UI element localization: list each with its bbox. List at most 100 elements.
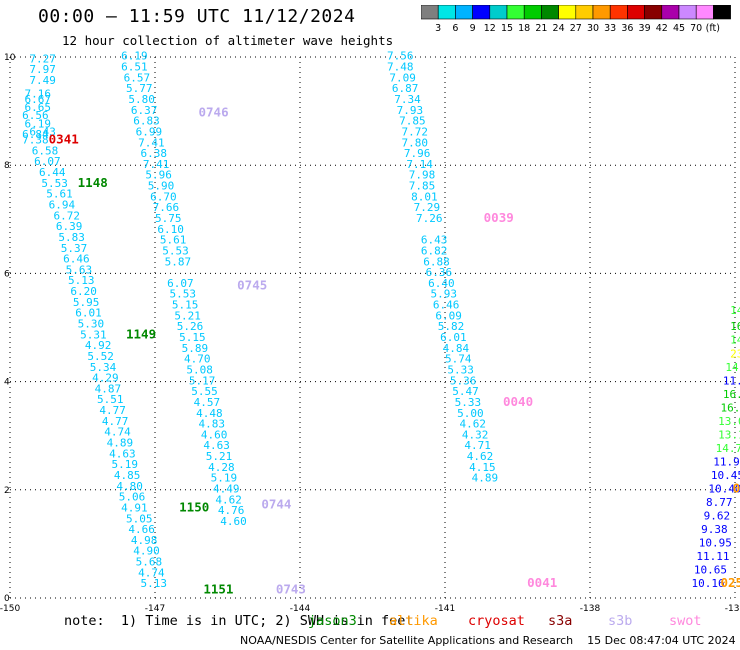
wave-height-point: 4.74: [104, 426, 131, 439]
wave-height-point: 6.07: [167, 277, 194, 290]
wave-height-point: 5.63: [66, 263, 93, 276]
x-tick-label: -150: [0, 604, 20, 614]
wave-height-point: 6.56: [22, 109, 49, 122]
wave-height-point: 5.61: [46, 188, 73, 201]
wave-height-point: 7.41: [138, 136, 165, 149]
wave-height-point: 16.1: [723, 388, 740, 401]
wave-height-point: 7.96: [404, 147, 431, 160]
x-tick-label: -147: [145, 604, 165, 614]
wave-height-point: 6.46: [433, 299, 460, 312]
wave-height-point: 7.97: [29, 63, 56, 76]
pass-time-label: 1150: [179, 499, 209, 514]
wave-height-point: 6.09: [435, 309, 462, 322]
wave-height-point: 7.29: [414, 201, 441, 214]
wave-height-point: 5.52: [87, 350, 114, 363]
wave-height-point: 6.19: [25, 117, 52, 130]
colorbar-label: 12: [484, 23, 496, 34]
wave-height-point: 5.53: [170, 288, 197, 301]
wave-height-point: 16: [730, 320, 740, 333]
wave-height-point: 5.13: [68, 274, 95, 287]
pass-time-label: 0341: [49, 132, 79, 147]
wave-height-point: 6.46: [63, 253, 90, 266]
wave-height-point: 5.19: [112, 458, 139, 471]
wave-height-point: 5.17: [189, 374, 216, 387]
colorbar-label: 18: [518, 23, 530, 34]
wave-height-point: 7.14: [406, 158, 433, 171]
wave-height-point: 4.63: [203, 439, 230, 452]
wave-height-point: 5.83: [58, 231, 84, 244]
wave-height-point: 6.19: [121, 50, 147, 63]
wave-height-point: 6.87: [392, 82, 419, 95]
wave-height-point: 10.40: [708, 483, 740, 496]
wave-height-point: 7.85: [399, 115, 426, 128]
wave-height-point: 6.20: [70, 285, 97, 298]
pass-time-label: 1149: [126, 326, 156, 341]
wave-height-point: 5.90: [148, 180, 175, 193]
color-scale-legend: 3 6 9 12 15 18 21 24 27 30 33 36 39 42 45 70 (ft): [421, 5, 731, 34]
wave-height-point: 7.38: [22, 134, 49, 147]
wave-height-point: 7.49: [29, 74, 56, 87]
wave-height-point: 8.77: [706, 496, 733, 509]
wave-height-point: 6.70: [150, 190, 177, 203]
wave-height-point: 11.97: [713, 455, 740, 468]
wave-height-point: 7.09: [389, 71, 416, 84]
wave-height-point: 5.37: [61, 242, 88, 255]
wave-height-point: 4.87: [95, 382, 122, 395]
y-tick-label: 0: [4, 594, 10, 604]
wave-height-point: 7.26: [416, 212, 443, 225]
satellite-legend-swot: swot: [669, 613, 702, 629]
wave-height-point: 11.5: [723, 374, 740, 387]
wave-height-point: 4.77: [99, 404, 126, 417]
wave-height-point: 5.96: [145, 169, 172, 182]
satellite-legend-jason3: jason3: [308, 613, 357, 629]
wave-height-point: 4.76: [218, 504, 245, 517]
wave-height-point: 14: [730, 334, 740, 347]
wave-height-point: 4.85: [114, 469, 140, 482]
wave-height-point: 5.15: [172, 299, 199, 312]
pass-time-label: 0: [733, 481, 740, 496]
wave-height-point: 6.72: [54, 209, 81, 222]
wave-height-point: 7.98: [409, 169, 436, 182]
wave-height-point: 7.56: [387, 50, 414, 63]
wave-height-point: 5.93: [431, 288, 458, 301]
wave-height-point: 5.53: [162, 244, 189, 257]
wave-height-point: 6.43: [421, 234, 448, 247]
wave-height-point: 6.67: [25, 93, 52, 106]
x-tick-label: -141: [435, 604, 455, 614]
x-tick-label: -135: [725, 604, 740, 614]
satellite-legend-cryosat: cryosat: [468, 613, 525, 629]
wave-height-point: 4.77: [102, 415, 129, 428]
pass-time-label: 0744: [261, 497, 291, 512]
wave-height-point: 5.15: [179, 331, 206, 344]
wave-height-point: 4.57: [194, 396, 221, 409]
wave-height-point: 5.51: [97, 393, 124, 406]
colorbar-label: 36: [621, 23, 633, 34]
wave-height-point: 4.62: [215, 493, 242, 506]
wave-height-point: 4.89: [107, 437, 133, 450]
wave-height-point: 7.85: [409, 180, 436, 193]
wave-height-point: 6.39: [56, 220, 83, 233]
wave-height-point: 6.01: [440, 331, 467, 344]
wave-height-point: 5.30: [78, 318, 105, 331]
wave-height-point: 5.80: [128, 93, 155, 106]
wave-height-point: 6.65: [25, 101, 52, 114]
wave-height-point: 6.01: [75, 307, 102, 320]
wave-height-point: 4.32: [462, 428, 489, 441]
wave-height-point: 5.75: [155, 212, 182, 225]
wave-height-point: 7.72: [402, 125, 429, 138]
wave-height-point: 7.66: [153, 201, 180, 214]
wave-height-point: 6.57: [124, 71, 151, 84]
wave-height-point: 5.82: [438, 320, 465, 333]
colorbar-swatch: [713, 5, 731, 20]
wave-height-point: 6.99: [136, 125, 163, 138]
wave-height-point: 5.55: [191, 385, 218, 398]
wave-height-point: 8.01: [411, 190, 438, 203]
chart-title: 00:00 – 11:59 UTC 11/12/2024: [38, 6, 356, 27]
wave-height-point: 6.94: [49, 198, 76, 211]
x-tick-label: -144: [290, 604, 311, 614]
wave-height-point: 4.60: [201, 428, 228, 441]
wave-height-point: 4.28: [208, 461, 235, 474]
y-tick-label: 6: [4, 269, 10, 279]
